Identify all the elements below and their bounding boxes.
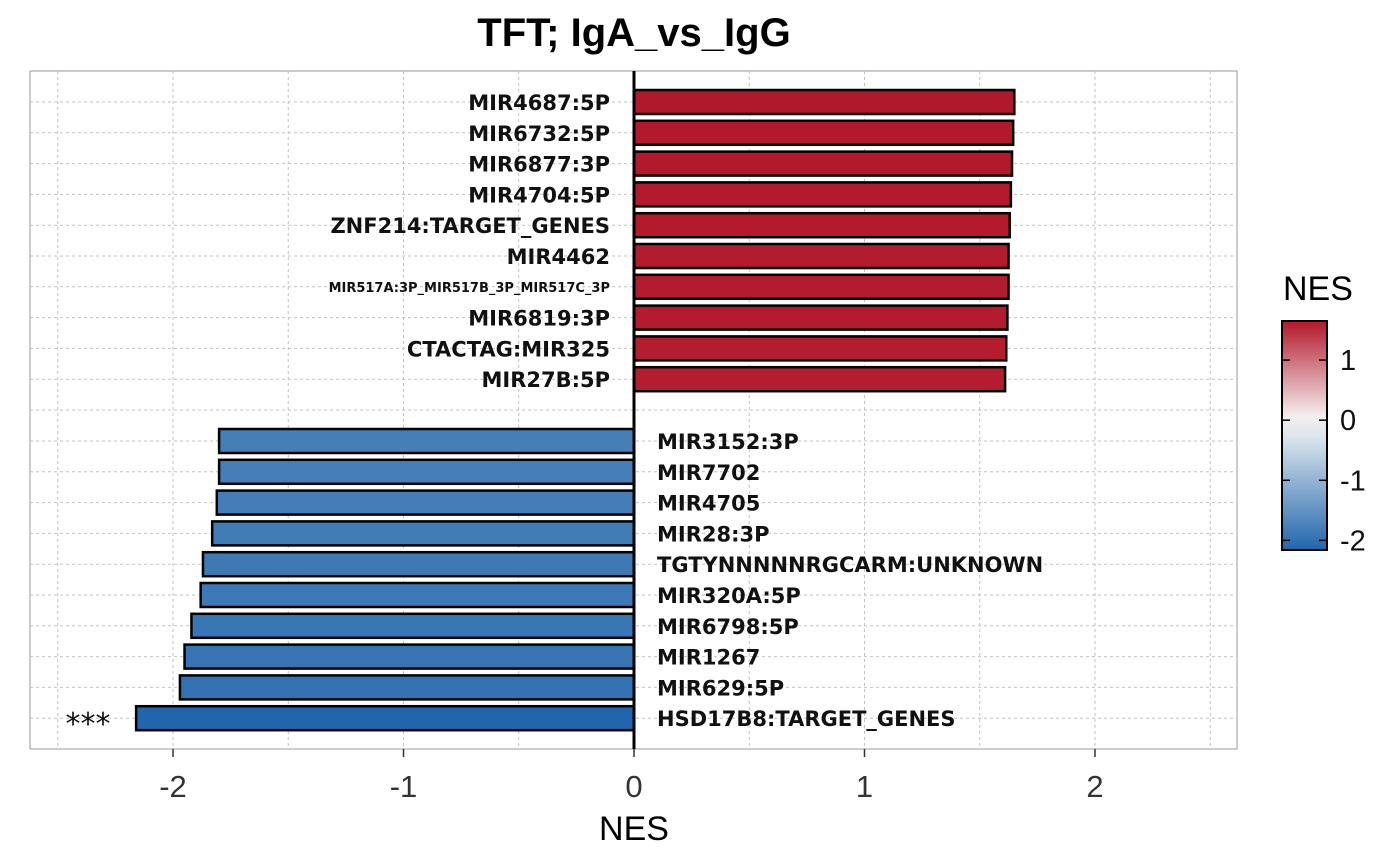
bar-label: MIR27B:5P: [481, 368, 610, 392]
legend-tick-label: -2: [1340, 525, 1366, 557]
bar: [632, 365, 1007, 393]
bar-label: CTACTAG:MIR325: [407, 337, 610, 361]
bar-label: MIR6819:3P: [468, 307, 610, 331]
bar: [632, 242, 1010, 270]
x-tick-label: 0: [625, 769, 642, 804]
x-tick-label: -2: [159, 769, 187, 804]
bar: [217, 427, 636, 455]
bar-label: HSD17B8:TARGET_GENES: [657, 707, 956, 731]
bar-label: MIR6798:5P: [657, 615, 799, 639]
bar-label: MIR4704:5P: [468, 183, 610, 207]
x-tick-label: 2: [1086, 769, 1103, 804]
legend-colorbar: [1281, 320, 1328, 551]
bar: [217, 458, 636, 486]
bar-label: MIR1267: [657, 646, 760, 670]
bar: [190, 612, 636, 640]
bar-label: TGTYNNNNNRGCARM:UNKNOWN: [657, 553, 1043, 577]
bar-label: MIR7702: [657, 461, 760, 485]
bar-label: MIR4462: [507, 245, 610, 269]
bar-label: MIR629:5P: [657, 676, 784, 700]
bar-label: MIR4705: [657, 492, 760, 516]
bar: [632, 181, 1013, 208]
bar-label: MIR6877:3P: [468, 153, 610, 177]
bar-label: MIR517A:3P_MIR517B_3P_MIR517C_3P: [329, 281, 610, 296]
legend-tick-label: -1: [1340, 465, 1366, 497]
bar-label: MIR3152:3P: [657, 430, 799, 454]
bar: [215, 489, 636, 516]
chart-title: TFT; IgA_vs_IgG: [477, 11, 790, 55]
bar-label: ZNF214:TARGET_GENES: [330, 214, 610, 238]
bar: [632, 119, 1015, 147]
bar: [201, 550, 636, 578]
x-tick-label: 1: [856, 769, 873, 804]
bar: [632, 150, 1014, 177]
bar: [134, 704, 636, 732]
bar: [210, 520, 636, 547]
bar: [183, 643, 636, 670]
bars: [134, 71, 1016, 749]
x-tick-label: -1: [390, 769, 418, 804]
bar: [632, 304, 1009, 331]
bar: [199, 581, 636, 609]
bar-label: MIR4687:5P: [468, 91, 610, 115]
bar: [632, 335, 1008, 362]
significance-label: ***: [66, 707, 111, 742]
bar: [632, 211, 1011, 239]
bar: [632, 88, 1016, 116]
bar-label: MIR6732:5P: [468, 122, 610, 146]
bar-labels: MIR4687:5P MIR6732:5P MIR6877:3P MIR4704:5P…: [66, 91, 1044, 742]
legend-tick-label: 0: [1340, 405, 1356, 437]
bar: [632, 273, 1010, 301]
legend-tick-label: 1: [1340, 345, 1356, 377]
x-axis-title: NES: [599, 810, 669, 848]
color-legend: NES 1 0 -1 -2: [1281, 270, 1366, 557]
bar: [178, 674, 636, 701]
legend-title: NES: [1283, 270, 1353, 308]
bar-label: MIR28:3P: [657, 522, 770, 546]
bar-label: MIR320A:5P: [657, 584, 801, 608]
x-axis: -2 -1 0 1 2: [159, 749, 1104, 804]
